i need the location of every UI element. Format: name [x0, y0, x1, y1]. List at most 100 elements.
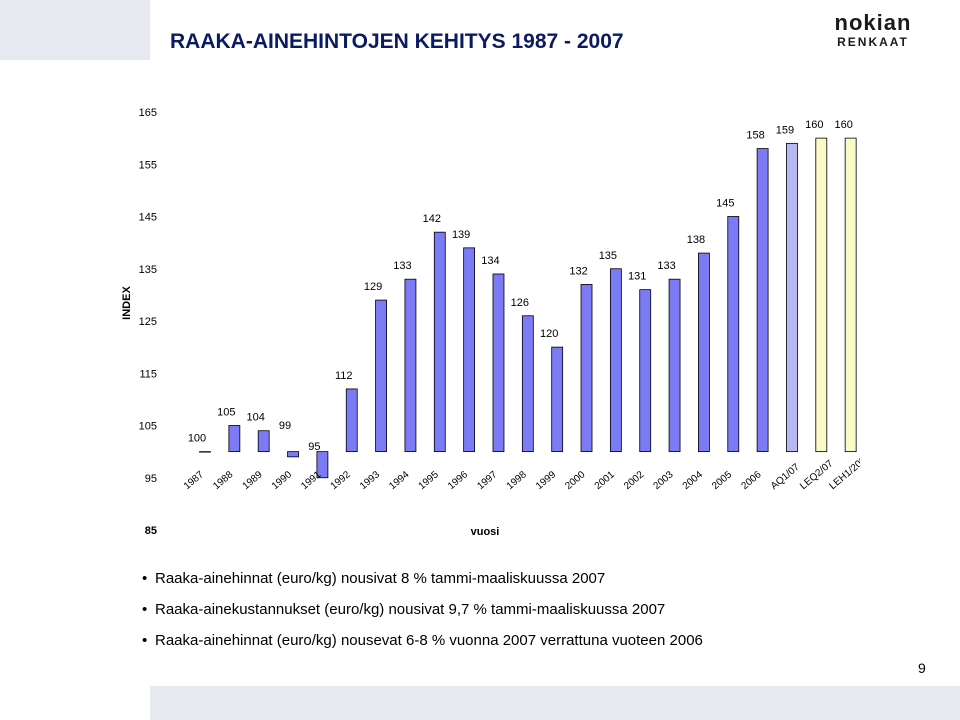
x-tick-label: 1988 [211, 469, 235, 492]
bar [698, 252, 710, 453]
bar [463, 247, 476, 453]
bullet-item: • Raaka-ainehinnat (euro/kg) nousevat 6-8… [142, 632, 703, 649]
bullet-dot: • [142, 601, 148, 618]
bar [639, 289, 652, 453]
bar [404, 278, 417, 453]
bars-group [199, 137, 857, 479]
slide-title: RAAKA-AINEHINTOJEN KEHITYS 1987 - 2007 [170, 30, 624, 53]
value-label: 99 [279, 420, 291, 432]
bar [580, 284, 593, 453]
y-axis-ticks: 85 95 105 115 125 135 145 155 165 [139, 107, 157, 537]
bar [786, 142, 798, 453]
x-tick-label: 2002 [622, 469, 646, 492]
value-label: 139 [452, 229, 470, 241]
bar [668, 278, 681, 453]
bar [199, 451, 211, 453]
bullet-text: Raaka-ainekustannukset (euro/kg) nousiva… [155, 601, 666, 618]
x-axis-labels: 1987 1988 1989 1990 1991 1992 1993 1994 1995 1996… [182, 451, 860, 492]
value-label: 160 [834, 119, 852, 131]
y-tick-label: 115 [139, 368, 157, 380]
bar [257, 430, 270, 453]
y-tick-label: 85 [145, 525, 157, 537]
value-label: 105 [217, 407, 235, 419]
value-label: 129 [364, 281, 382, 293]
x-tick-label: 1989 [241, 469, 265, 492]
bar [433, 231, 446, 453]
bar [551, 346, 564, 453]
bullet-text: Raaka-ainehinnat (euro/kg) nousivat 8 % … [155, 570, 606, 587]
x-tick-label: 1994 [387, 469, 411, 492]
x-tick-label: 1987 [182, 469, 206, 492]
value-label: 132 [569, 265, 587, 277]
x-tick-label: 1993 [358, 469, 382, 492]
x-tick-label: 1992 [329, 469, 353, 492]
x-tick-label: 2003 [651, 469, 675, 492]
x-axis-title-group: vuosi [471, 526, 500, 538]
x-tick-label: 1998 [505, 469, 529, 492]
bullet-dot: • [142, 632, 148, 649]
x-tick-label: LEH1/2007 [828, 451, 860, 492]
value-label: 100 [188, 433, 206, 445]
y-tick-label: 135 [139, 264, 157, 276]
bar [492, 273, 505, 453]
value-label: 95 [308, 441, 320, 453]
bar [844, 137, 857, 453]
bar [727, 216, 740, 453]
corner-decoration [0, 0, 150, 60]
x-tick-label: 2005 [710, 469, 734, 492]
value-label: 138 [687, 234, 705, 246]
x-tick-label: 1999 [534, 469, 558, 492]
bar [228, 425, 241, 453]
y-tick-label: 165 [139, 107, 157, 119]
y-tick-label: 95 [145, 473, 157, 485]
x-tick-label: 2004 [681, 469, 705, 492]
value-label: 126 [511, 297, 529, 309]
value-label: 133 [393, 260, 411, 272]
value-label: 160 [805, 119, 823, 131]
x-tick-label: 1997 [475, 469, 499, 492]
y-axis-title: INDEX [121, 286, 133, 320]
x-tick-label: 2000 [563, 469, 587, 492]
y-tick-label: 105 [139, 421, 157, 433]
y-tick-label: 125 [139, 316, 157, 328]
bullet-list: • Raaka-ainehinnat (euro/kg) nousivat 8 %… [142, 570, 703, 663]
value-label: 158 [746, 130, 764, 142]
logo-brand: nokian [834, 10, 912, 35]
x-tick-label: 2006 [739, 469, 763, 492]
bullet-text: Raaka-ainehinnat (euro/kg) nousevat 6-8 … [155, 632, 703, 649]
page-number: 9 [918, 660, 926, 676]
value-label: 120 [540, 328, 558, 340]
y-tick-label: 155 [139, 159, 157, 171]
footer-bar [150, 686, 960, 720]
bar [345, 388, 358, 453]
bullet-item: • Raaka-ainehinnat (euro/kg) nousivat 8 %… [142, 570, 703, 587]
company-logo: nokian RENKAAT [818, 10, 928, 49]
value-label: 145 [716, 198, 734, 210]
value-labels: 100 105 104 99 95 112 129 133 142 139 134 126 120 132… [188, 119, 853, 453]
bar [375, 299, 387, 453]
logo-sub: RENKAAT [837, 35, 909, 49]
x-tick-label: 1990 [270, 469, 294, 492]
x-tick-label: AQ1/07 [769, 462, 802, 493]
bar [287, 451, 299, 458]
value-label: 112 [335, 370, 353, 382]
x-axis-title: vuosi [471, 526, 500, 538]
value-label: 135 [599, 250, 617, 262]
value-label: 133 [657, 260, 675, 272]
value-label: 134 [481, 255, 499, 267]
bar [609, 268, 622, 453]
x-tick-label: 1995 [417, 469, 441, 492]
bullet-dot: • [142, 570, 148, 587]
bar [521, 315, 534, 453]
x-tick-label: 1996 [446, 469, 470, 492]
bar [316, 451, 329, 479]
value-label: 159 [776, 124, 794, 136]
bullet-item: • Raaka-ainekustannukset (euro/kg) nousiv… [142, 601, 703, 618]
value-label: 142 [423, 213, 441, 225]
bar [815, 137, 828, 453]
y-axis-title-group: INDEX [121, 286, 133, 320]
bar [756, 148, 769, 453]
value-label: 104 [247, 412, 265, 424]
y-tick-label: 145 [139, 212, 157, 224]
